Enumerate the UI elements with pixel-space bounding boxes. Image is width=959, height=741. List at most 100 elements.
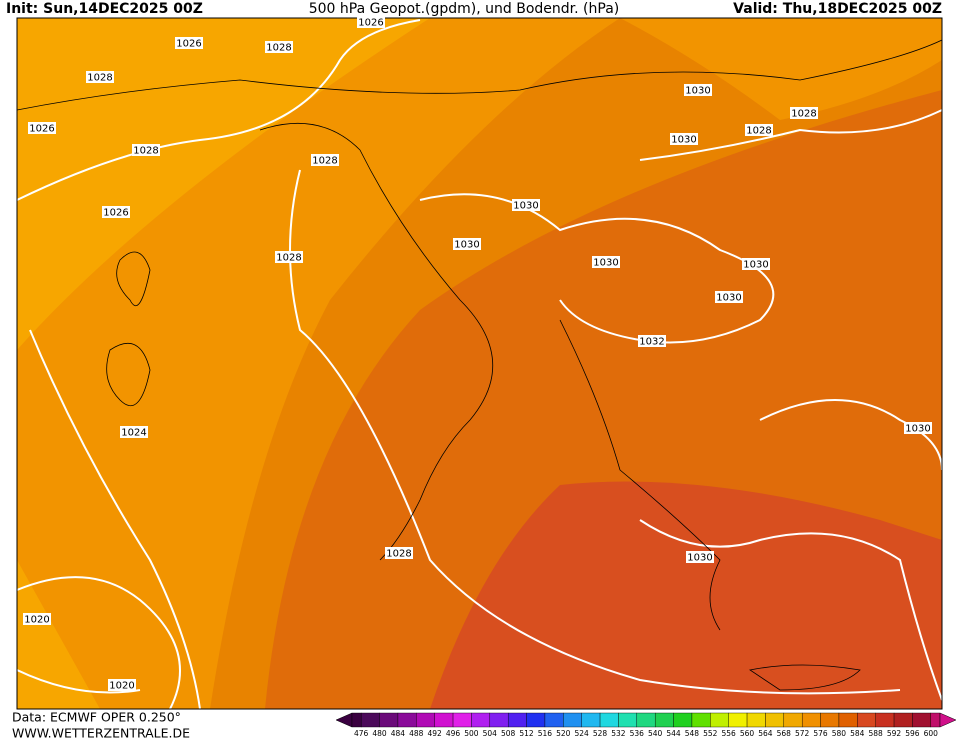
colorbar-segment [691,712,711,728]
colorbar-segment [563,712,582,728]
isobar-label: 1028 [312,156,337,167]
colorbar-segment [875,712,895,728]
isobar-label: 1030 [685,86,710,97]
colorbar-segment [673,712,693,728]
init-time: Init: Sun,14DEC2025 00Z [6,1,203,17]
colorbar-label: 496 [446,729,461,738]
isobar-label-box [684,84,712,96]
colorbar-label: 576 [813,729,828,738]
colorbar-segment [434,712,454,728]
colorbar-label: 536 [630,729,645,738]
colorbar-label: 588 [869,729,884,738]
isobar-label-box [715,291,743,303]
isobar-label: 1026 [358,18,383,29]
isobars [17,19,942,709]
isobar-label-box [265,41,293,53]
colorbar-label: 512 [519,729,534,738]
colorbar-segment [893,712,913,728]
colorbar-label: 600 [924,729,939,738]
colorbar-segment [379,712,399,728]
colorbar-segment [746,712,766,728]
isobar-label-box [108,679,136,691]
isobar-label: 1030 [687,553,712,564]
isobar-label: 1026 [29,124,54,135]
colorbar-segment [416,712,435,728]
isobar-label: 1030 [454,240,479,251]
isobar-label-box [453,238,481,250]
isobar-label-box [102,206,130,218]
colorbar-label: 532 [611,729,626,738]
isobar-label: 1026 [176,39,201,50]
colorbar-segment [618,712,638,728]
colorbar-label: 528 [593,729,608,738]
isobar-label-box [686,551,714,563]
isobar-label: 1028 [791,109,816,120]
isobar-label: 1028 [276,253,301,264]
colorbar-label: 556 [722,729,737,738]
colorbar-segment [544,712,564,728]
isobar-label-box [175,37,203,49]
colorbar-segment [654,712,674,728]
colorbar-label: 508 [501,729,516,738]
colorbar-segment [838,712,858,728]
colorbar-segment [801,712,821,728]
isobar-label: 1030 [905,424,930,435]
map-frame [16,17,943,710]
isobar-label: 1020 [109,681,134,692]
isobar-label-box [512,199,540,211]
colorbar-label: 484 [391,729,406,738]
colorbar-segment [783,712,803,728]
isobar-label: 1028 [266,43,291,54]
colorbar-label: 552 [703,729,718,738]
map-title: 500 hPa Geopot.(gpdm), und Bodendr. (hPa… [309,1,620,17]
isobar-label-box [742,258,770,270]
isobar-label: 1026 [103,208,128,219]
colorbar-segment [599,712,619,728]
isobar-label: 1028 [746,126,771,137]
colorbar-segment [636,712,656,728]
colorbar-segment [360,712,380,728]
colorbar-label: 504 [483,729,498,738]
isobar-label: 1028 [133,146,158,157]
isobar-label: 1028 [386,549,411,560]
colorbar-label: 480 [372,729,387,738]
colorbar-label: 476 [354,729,369,738]
colorbar-label: 524 [575,729,590,738]
colorbar-label: 544 [666,729,681,738]
colorbar-label: 520 [556,729,571,738]
colorbar-segment [710,712,729,728]
isobar-label-box [670,133,698,145]
isobar-label: 1028 [87,73,112,84]
isobar-label-box [592,256,620,268]
isobar-label: 1030 [743,260,768,271]
colorbar-segment [489,712,509,728]
colorbar-label: 564 [758,729,773,738]
isobar-label-box [904,422,932,434]
isobar-label: 1030 [513,201,538,212]
colorbar-label: 500 [464,729,479,738]
isobar-label-box [357,16,385,28]
isobar-label-box [745,124,773,136]
isobar-label-box [86,71,114,83]
isobar-label-box [28,122,56,134]
colorbar-end-high [939,712,957,728]
isobar-label: 1030 [593,258,618,269]
colorbar-segment [581,712,601,728]
colorbar-segment [351,712,362,728]
colorbar-label: 488 [409,729,424,738]
colorbar-segment [728,712,748,728]
isobar-label-box [275,251,303,263]
colorbar-segment [912,712,932,728]
isobar-label-box [311,154,339,166]
colorbar-segment [820,712,840,728]
valid-time: Valid: Thu,18DEC2025 00Z [733,1,942,17]
data-source: Data: ECMWF OPER 0.250° [12,710,181,725]
colorbar-label: 592 [887,729,902,738]
colorbar-label: 584 [850,729,865,738]
colorbar-end-low [335,712,353,728]
colorbar-label: 580 [832,729,847,738]
website: WWW.WETTERZENTRALE.DE [12,726,190,741]
isobar-label-box [23,613,51,625]
colorbar-label: 572 [795,729,810,738]
